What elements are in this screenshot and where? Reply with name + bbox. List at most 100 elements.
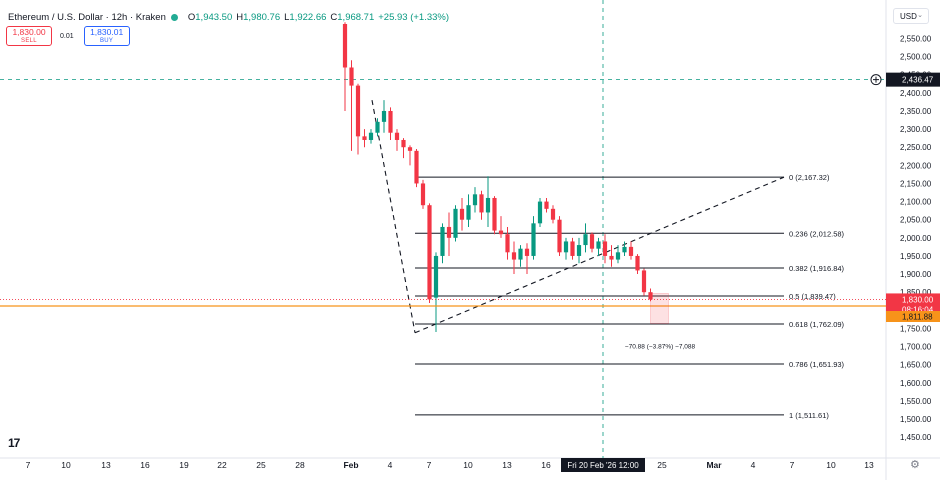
candle[interactable] (472, 187, 478, 213)
candle[interactable] (401, 138, 406, 159)
candle-body (635, 255, 640, 271)
symbol-title[interactable]: Ethereum / U.S. Dollar · 12h · Kraken (8, 11, 166, 23)
candle[interactable] (453, 205, 458, 242)
candle[interactable] (628, 241, 634, 260)
candle-body (440, 226, 445, 256)
candle[interactable] (342, 22, 348, 111)
candle-body (349, 67, 354, 86)
candle[interactable] (648, 288, 653, 302)
fib-level-label: 0.382 (1,916.84) (789, 264, 845, 273)
sell-price: 1,830.00 (12, 27, 46, 38)
candle[interactable] (375, 118, 380, 137)
time-tick: Mar (706, 460, 722, 470)
sell-button[interactable]: 1,830.00 SELL (6, 26, 52, 46)
candle-countdown: 08:16:04 (902, 305, 934, 314)
price-tick: 2,250.00 (900, 143, 932, 152)
candle-body (641, 270, 647, 293)
candle[interactable] (544, 197, 549, 213)
candle-body (622, 246, 627, 253)
candle[interactable] (394, 129, 400, 151)
candle[interactable] (407, 145, 413, 166)
candle[interactable] (583, 223, 588, 253)
candle[interactable] (641, 268, 647, 296)
candle[interactable] (589, 232, 595, 253)
candle[interactable] (609, 245, 614, 267)
candle[interactable] (492, 196, 497, 235)
candle[interactable] (355, 83, 361, 155)
trend-line-up[interactable] (414, 176, 785, 334)
candle-body (388, 110, 393, 133)
candle[interactable] (498, 216, 504, 238)
time-tick: 10 (61, 460, 71, 470)
candle[interactable] (420, 179, 426, 209)
market-status-dot (170, 13, 178, 21)
candle[interactable] (531, 216, 536, 260)
candle[interactable] (635, 254, 640, 275)
buy-button[interactable]: 1,830.01 BUY (83, 26, 130, 46)
sell-label: SELL (21, 37, 37, 44)
time-tick: 4 (751, 460, 756, 470)
time-tick: 13 (864, 460, 874, 470)
candle-body (453, 208, 458, 238)
time-tick: Feb (343, 460, 358, 470)
time-tick: 13 (502, 460, 512, 470)
candle[interactable] (466, 194, 471, 227)
currency-select[interactable]: USD ⌄ (893, 8, 929, 24)
candle-body (407, 147, 413, 151)
time-tick: 16 (541, 460, 551, 470)
candle[interactable] (362, 129, 367, 148)
candle[interactable] (381, 100, 387, 133)
tradingview-logo-icon[interactable]: 17 (8, 436, 20, 450)
price-range-box[interactable] (650, 293, 669, 324)
gear-icon[interactable]: ⚙ (910, 459, 920, 471)
price-tick: 1,550.00 (900, 397, 932, 406)
candle-body (602, 241, 608, 256)
candle[interactable] (524, 243, 530, 275)
candle[interactable] (459, 197, 465, 231)
time-tick: 10 (463, 460, 473, 470)
candle[interactable] (570, 237, 575, 260)
candle[interactable] (537, 197, 543, 227)
candle[interactable] (440, 223, 445, 264)
candle-body (511, 252, 517, 260)
candle[interactable] (479, 190, 484, 220)
candle[interactable] (602, 234, 608, 264)
candle-body (355, 85, 361, 137)
candle[interactable] (446, 212, 452, 256)
candle[interactable] (518, 245, 523, 267)
candle[interactable] (485, 176, 491, 227)
candle[interactable] (414, 149, 419, 188)
candle[interactable] (550, 205, 556, 224)
price-tick: 1,750.00 (900, 324, 932, 333)
candle[interactable] (368, 129, 374, 144)
time-tick: 7 (26, 460, 31, 470)
alert-price: 1,811.88 (902, 312, 933, 321)
candle[interactable] (576, 237, 582, 264)
fib-level-label: 0.5 (1,839.47) (789, 292, 836, 301)
time-tick: 16 (140, 460, 150, 470)
price-tick: 2,050.00 (900, 216, 932, 225)
candle[interactable] (427, 203, 432, 304)
candle-body (596, 241, 601, 249)
candle[interactable] (557, 216, 562, 256)
candle[interactable] (596, 237, 601, 256)
candle-body (563, 241, 569, 253)
current-price: 1,830.00 (902, 295, 934, 304)
candle[interactable] (511, 241, 517, 275)
candle[interactable] (563, 237, 569, 260)
candle[interactable] (622, 241, 627, 256)
fib-level-label: 1 (1,511.61) (789, 411, 829, 420)
candle[interactable] (349, 60, 354, 151)
candle[interactable] (505, 226, 510, 260)
candle-body (401, 139, 406, 148)
candle-body (524, 248, 530, 256)
candle-body (472, 194, 478, 206)
price-tick: 1,700.00 (900, 343, 932, 352)
candle[interactable] (388, 107, 393, 140)
candle[interactable] (615, 245, 621, 264)
candle-body (446, 226, 452, 238)
trend-line-down[interactable] (371, 100, 416, 333)
candle[interactable] (433, 252, 439, 333)
candle-body (557, 219, 562, 253)
